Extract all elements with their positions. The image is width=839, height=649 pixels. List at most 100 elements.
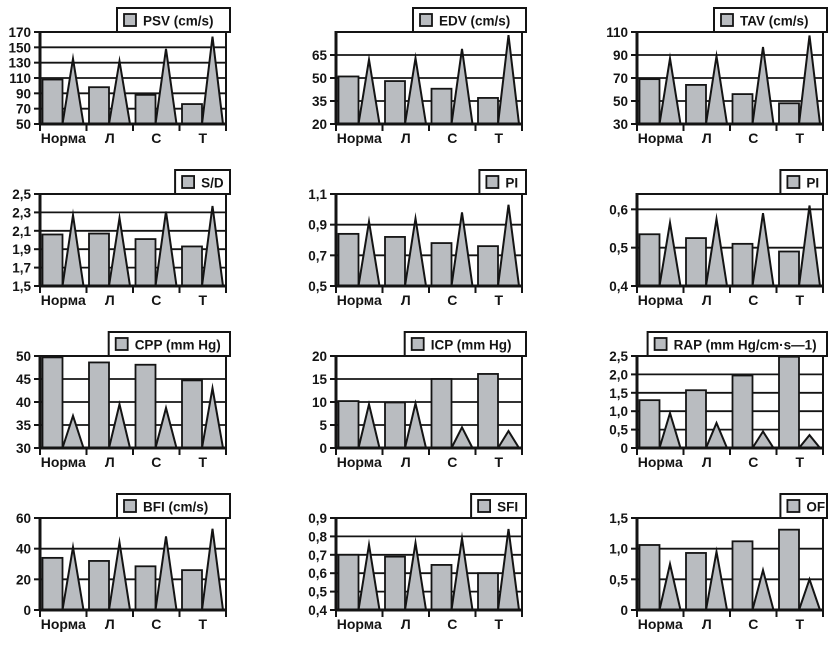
bar: [384, 80, 406, 125]
x-tick-label: Л: [702, 130, 712, 146]
y-tick-label: 0,7: [308, 548, 327, 563]
bar: [384, 401, 406, 449]
x-tick-label: С: [151, 130, 161, 146]
x-tick-label: Норма: [337, 616, 382, 632]
y-tick-label: 50: [16, 117, 31, 132]
bar: [337, 75, 360, 125]
y-tick-label: 0,8: [308, 529, 327, 544]
chart-4-s-d: 1,5 1,7 1,9 2,1 2,3 2,5 Норма Л С Т S/D: [0, 162, 280, 324]
y-tick-label: 15: [312, 372, 328, 387]
bar: [384, 236, 406, 287]
spike-marker: [658, 559, 682, 611]
chart-1-psv-cm-s: 50 70 90 110 130 150 170 Норма Л С Т PSV (cm/s): [0, 0, 280, 162]
spike-marker: [704, 212, 729, 287]
chart-8-canvas: 0 5 10 15 20 Норма Л С Т ICP (mm Hg): [312, 331, 527, 470]
spike-marker: [797, 35, 822, 125]
chart-10-canvas: 0 20 40 60 Норма Л С Т BFI (cm/s): [16, 493, 231, 632]
chart-4-canvas: 1,5 1,7 1,9 2,1 2,3 2,5 Норма Л С Т S/D: [12, 169, 232, 308]
x-tick-label: Л: [702, 454, 712, 470]
chart-2-edv-cm-s: 20 35 50 65 Норма Л С Т EDV (cm/s): [280, 0, 559, 162]
spike-marker: [61, 208, 85, 287]
y-tick-label: 1,1: [308, 187, 327, 202]
x-tick-label: Л: [401, 454, 411, 470]
x-tick-label: Л: [401, 292, 411, 308]
bar: [638, 399, 661, 449]
bar: [778, 250, 800, 287]
y-tick-label: 1,5: [12, 279, 31, 294]
chart-12-of: 0 0,5 1,0 1,5 Норма Л С Т OF: [559, 486, 839, 649]
legend-box: [646, 331, 828, 357]
y-tick-label: 2,0: [609, 367, 628, 382]
spike-marker: [107, 536, 132, 611]
bar: [181, 103, 203, 125]
spike-marker: [61, 412, 85, 449]
x-tick-label: С: [748, 292, 758, 308]
y-tick-label: 45: [16, 372, 32, 387]
bar: [477, 97, 499, 125]
bar: [685, 84, 707, 125]
legend-label: PI: [505, 176, 518, 191]
x-tick-label: Норма: [41, 454, 86, 470]
y-tick-label: 40: [16, 542, 31, 557]
bar: [430, 87, 453, 125]
x-tick-label: С: [748, 454, 758, 470]
x-tick-label: Т: [795, 130, 804, 146]
x-tick-label: Норма: [638, 616, 683, 632]
x-tick-label: Норма: [41, 130, 86, 146]
legend-label: SFI: [497, 500, 518, 515]
bar: [477, 373, 499, 449]
spike-marker: [107, 400, 132, 449]
chart-7-cpp-mm-hg: 30 35 40 45 50 Норма Л С Т CPP (mm Hg): [0, 324, 280, 486]
spike-marker: [357, 400, 381, 449]
chart-12-canvas: 0 0,5 1,0 1,5 Норма Л С Т OF: [609, 493, 828, 632]
spike-marker: [200, 205, 225, 287]
legend-label: RAP (mm Hg/cm·s—1): [674, 338, 817, 353]
spike-marker: [797, 205, 822, 287]
spike-marker: [496, 204, 521, 287]
x-tick-label: Л: [702, 616, 712, 632]
bar: [731, 93, 754, 125]
spike-marker: [200, 382, 225, 449]
spike-marker: [496, 34, 521, 125]
bar: [731, 540, 754, 611]
y-tick-label: 0: [620, 441, 628, 456]
y-tick-label: 90: [613, 48, 628, 63]
spike-marker: [751, 213, 775, 287]
y-tick-label: 50: [16, 349, 31, 364]
y-tick-label: 0,9: [308, 218, 327, 233]
x-tick-label: Л: [105, 616, 115, 632]
y-tick-label: 0,5: [609, 241, 628, 256]
y-tick-label: 130: [8, 56, 31, 71]
y-tick-label: 0,5: [308, 585, 327, 600]
bar: [88, 560, 110, 611]
x-tick-label: Т: [494, 454, 503, 470]
legend-swatch-icon: [477, 499, 492, 513]
chart-5-pi: 0,5 0,7 0,9 1,1 Норма Л С Т PI: [280, 162, 559, 324]
bar: [41, 233, 64, 287]
chart-10-bfi-cm-s: 0 20 40 60 Норма Л С Т BFI (cm/s): [0, 486, 280, 649]
legend-swatch-icon: [419, 13, 433, 27]
x-tick-label: Норма: [638, 292, 683, 308]
y-tick-label: 20: [16, 572, 31, 587]
y-tick-label: 0,5: [308, 279, 327, 294]
bar: [134, 238, 157, 287]
y-tick-label: 70: [613, 71, 628, 86]
x-tick-label: Л: [401, 130, 411, 146]
legend-swatch-icon: [720, 13, 734, 27]
y-tick-label: 5: [319, 418, 327, 433]
legend-swatch-icon: [123, 499, 137, 513]
y-tick-label: 110: [606, 25, 628, 40]
y-tick-label: 40: [16, 395, 31, 410]
legend-swatch-icon: [786, 175, 801, 189]
bar: [430, 564, 453, 611]
legend-label: TAV (cm/s): [740, 14, 809, 29]
chart-11-sfi: 0,4 0,5 0,6 0,7 0,8 0,9 Норма Л С Т SFI: [280, 486, 559, 649]
y-tick-label: 2,1: [12, 224, 31, 239]
legend-label: CPP (mm Hg): [135, 338, 221, 353]
y-tick-label: 150: [8, 40, 31, 55]
spike-marker: [154, 404, 178, 449]
bar: [88, 86, 110, 125]
spike-marker: [403, 212, 428, 287]
legend-label: OF: [806, 500, 825, 515]
spike-marker: [61, 52, 85, 125]
